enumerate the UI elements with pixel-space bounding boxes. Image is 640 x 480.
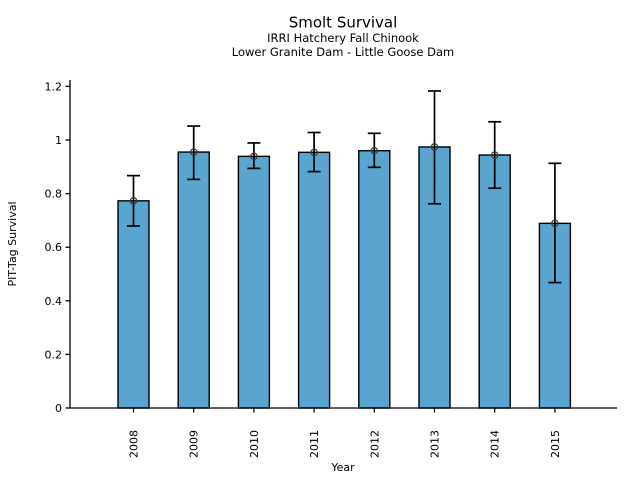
x-tick-label-2010: 2010 xyxy=(248,430,261,458)
x-tick-label-2009: 2009 xyxy=(188,430,201,458)
y-tick-labels-group: 0 0.2 0.4 0.6 0.8 1 1.2 xyxy=(45,80,63,415)
x-tick-label-2008: 2008 xyxy=(128,430,141,458)
x-tick-labels-group: 2008 2009 2010 2011 2012 2013 2014 2015 xyxy=(128,430,562,458)
bar-2011 xyxy=(297,151,331,409)
y-tick-label-1.2: 1.2 xyxy=(45,80,63,93)
x-tick-label-2011: 2011 xyxy=(308,430,321,458)
bar-2014 xyxy=(478,154,511,409)
bar-2008 xyxy=(117,200,150,409)
axes-group xyxy=(65,80,617,413)
y-tick-label-0.2: 0.2 xyxy=(45,348,63,361)
y-tick-label-0.6: 0.6 xyxy=(45,241,63,254)
point-marker-2010 xyxy=(250,152,258,161)
point-marker-2009 xyxy=(189,148,198,156)
y-tick-label-1: 1 xyxy=(55,134,62,147)
chart-subtitle-line1: IRRI Hatchery Fall Chinook xyxy=(267,31,419,45)
y-axis-label: PIT-Tag Survival xyxy=(6,201,19,286)
bar-2012 xyxy=(358,150,391,409)
point-marker-2012 xyxy=(370,146,379,155)
markers-group xyxy=(129,143,559,228)
x-tick-label-2012: 2012 xyxy=(368,430,381,458)
x-axis-label: Year xyxy=(330,461,355,474)
point-marker-2008 xyxy=(129,197,138,205)
point-marker-2015 xyxy=(551,219,559,228)
x-tick-label-2015: 2015 xyxy=(549,430,562,458)
bars-group xyxy=(117,146,572,409)
y-tick-label-0.8: 0.8 xyxy=(45,188,63,201)
y-tick-label-0.4: 0.4 xyxy=(45,295,63,308)
x-tick-label-2014: 2014 xyxy=(489,430,502,458)
error-bars-group xyxy=(127,90,562,284)
x-tick-label-2013: 2013 xyxy=(429,430,442,458)
bar-2009 xyxy=(177,151,210,409)
y-tick-label-0: 0 xyxy=(55,402,62,415)
point-marker-2014 xyxy=(490,151,499,159)
point-marker-2013 xyxy=(430,143,439,151)
bar-2010 xyxy=(237,155,271,409)
chart-subtitle-line2: Lower Granite Dam - Little Goose Dam xyxy=(232,45,454,59)
chart-title: Smolt Survival xyxy=(289,14,398,32)
point-marker-2011 xyxy=(310,148,318,157)
